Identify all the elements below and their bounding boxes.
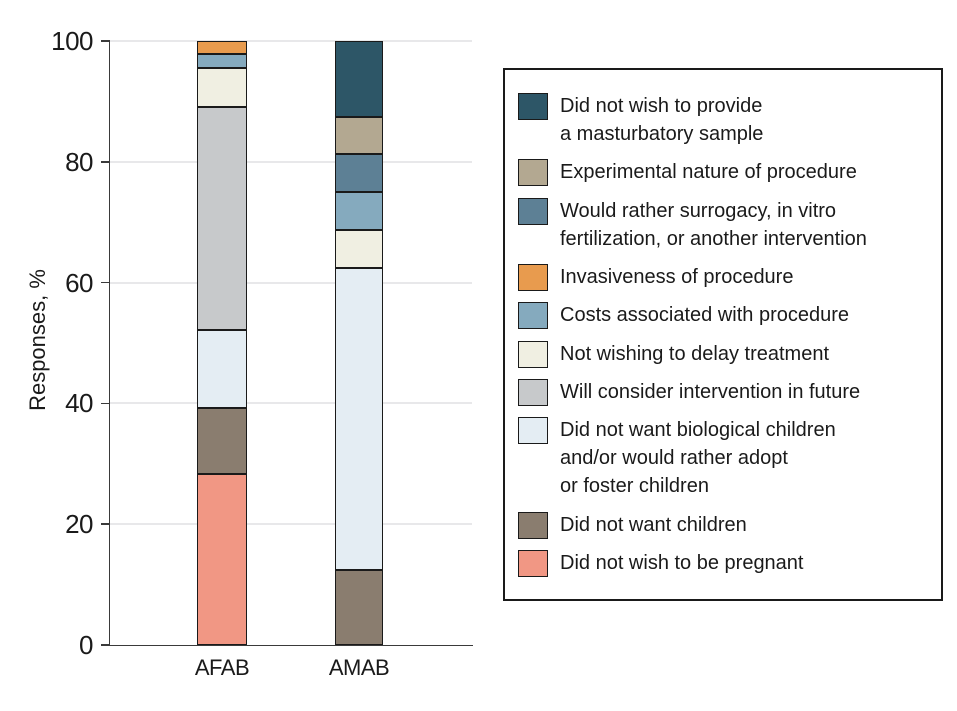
legend-item: Did not wish to be pregnant (518, 549, 927, 577)
bar-segment (335, 229, 383, 268)
gridline-80 (110, 160, 472, 163)
legend-item: Not wishing to delay treatment (518, 340, 927, 368)
legend-item: Did not wish to provide a masturbatory s… (518, 92, 927, 148)
bar-segment (335, 267, 383, 570)
x-category-label-afab: AFAB (194, 655, 250, 680)
legend-label: Experimental nature of procedure (560, 161, 857, 184)
legend-label: Did not wish to provide a masturbatory s… (560, 95, 764, 145)
legend-item: Invasiveness of procedure (518, 263, 927, 291)
gridline-100 (110, 40, 472, 42)
bar-segment (197, 41, 247, 55)
legend-label: Costs associated with procedure (560, 304, 850, 327)
bar-segment (335, 192, 383, 230)
legend-swatch (518, 93, 548, 120)
y-tick-mark-80 (100, 161, 110, 163)
y-axis-line (108, 40, 110, 646)
legend-label: Not wishing to delay treatment (560, 342, 830, 365)
bar-segment (197, 408, 247, 475)
legend-swatch (518, 263, 548, 291)
y-tick-label-60: 60 (65, 267, 93, 298)
legend-item: Did not want children (518, 511, 927, 539)
plot-area: 0 20 40 60 80 100 AFAB AMAB (51, 28, 472, 680)
legend-item: Did not want biological children and/or … (518, 416, 927, 500)
y-tick-label-40: 40 (65, 388, 93, 419)
bar-segment (335, 116, 383, 155)
legend-swatch (518, 302, 548, 330)
legend-swatch (518, 197, 548, 225)
gridline-40 (110, 402, 472, 405)
bar-segment (197, 330, 247, 409)
legend-label: Did not wish to be pregnant (560, 551, 804, 574)
legend-label: Would rather surrogacy, in vitro fertili… (560, 199, 867, 250)
bar-segment (197, 54, 247, 68)
bar-segment (197, 106, 247, 331)
legend-label: Invasiveness of procedure (560, 265, 794, 288)
y-tick-label-0: 0 (79, 630, 93, 660)
bar-afab (197, 41, 247, 645)
bar-segment (197, 67, 247, 107)
legend-label: Did not want children (560, 513, 747, 536)
gridline-20 (110, 523, 472, 526)
bar-segment (335, 569, 383, 645)
legend-swatch (518, 159, 548, 187)
x-category-label-amab: AMAB (328, 655, 390, 680)
y-tick-label-20: 20 (65, 509, 93, 540)
legend-item: Experimental nature of procedure (518, 158, 927, 187)
legend-swatch (518, 340, 548, 368)
y-tick-mark-20 (100, 523, 110, 525)
legend: Did not wish to provide a masturbatory s… (503, 68, 943, 601)
legend-swatch (518, 417, 548, 445)
legend-item: Costs associated with procedure (518, 301, 927, 330)
legend-swatch (518, 378, 548, 406)
y-tick-mark-40 (100, 402, 110, 405)
gridline-60 (110, 281, 472, 284)
y-tick-mark-60 (100, 281, 110, 284)
legend-swatch (518, 511, 548, 539)
legend-item: Will consider intervention in future (518, 378, 927, 406)
bar-amab (335, 41, 383, 645)
y-tick-mark-0 (100, 644, 110, 646)
bar-segment (197, 474, 247, 645)
legend-swatch (518, 549, 548, 577)
legend-item: Would rather surrogacy, in vitro fertili… (518, 197, 927, 253)
legend-label: Will consider intervention in future (560, 380, 861, 403)
bar-segment (335, 154, 383, 192)
x-axis-line (108, 644, 473, 646)
bar-segment (335, 41, 383, 117)
legend-label: Did not want biological children and/or … (560, 419, 836, 498)
y-tick-mark-100 (100, 40, 110, 42)
y-tick-label-80: 80 (65, 146, 93, 177)
y-tick-label-100: 100 (51, 26, 93, 56)
